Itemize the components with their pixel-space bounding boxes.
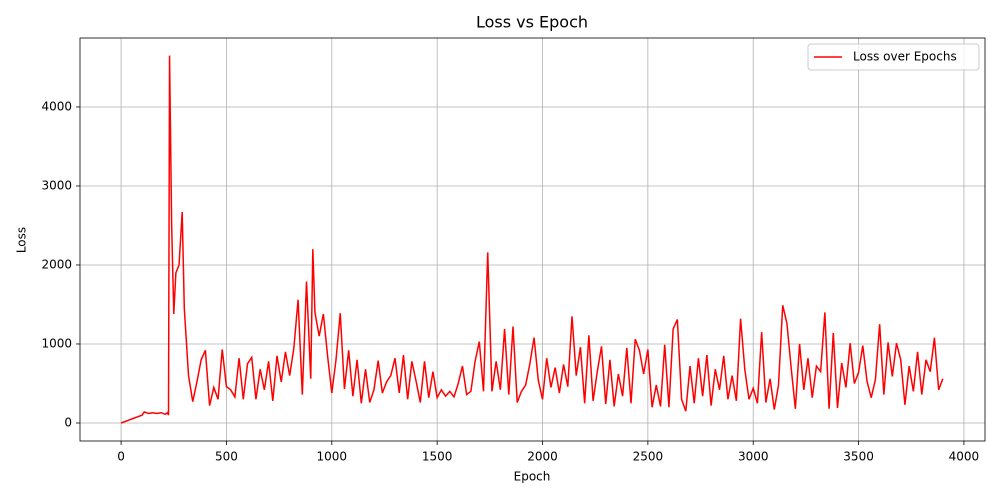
line-series [120,55,944,424]
x-tick-label: 1000 [317,450,348,464]
y-tick-label: 1000 [41,336,72,350]
x-tick-label: 3000 [738,450,769,464]
x-tick-label: 3500 [843,450,874,464]
plot-frame [79,37,986,442]
x-tick-label: 2500 [633,450,664,464]
y-tick-label: 2000 [41,257,72,271]
x-tick-label: 4000 [949,450,980,464]
x-tick-label: 0 [117,450,125,464]
y-tick-label: 0 [64,415,72,429]
x-tick-label: 1500 [422,450,453,464]
x-tick-label: 2000 [527,450,558,464]
chart-title: Loss vs Epoch [476,13,588,32]
y-tick-label: 4000 [41,99,72,113]
y-axis-label: Loss [15,227,29,253]
legend-box [807,43,980,71]
y-tick-label: 3000 [41,178,72,192]
x-axis-label: Epoch [514,470,551,484]
x-tick-label: 500 [215,450,238,464]
legend-label: Loss over Epochs [853,50,957,64]
